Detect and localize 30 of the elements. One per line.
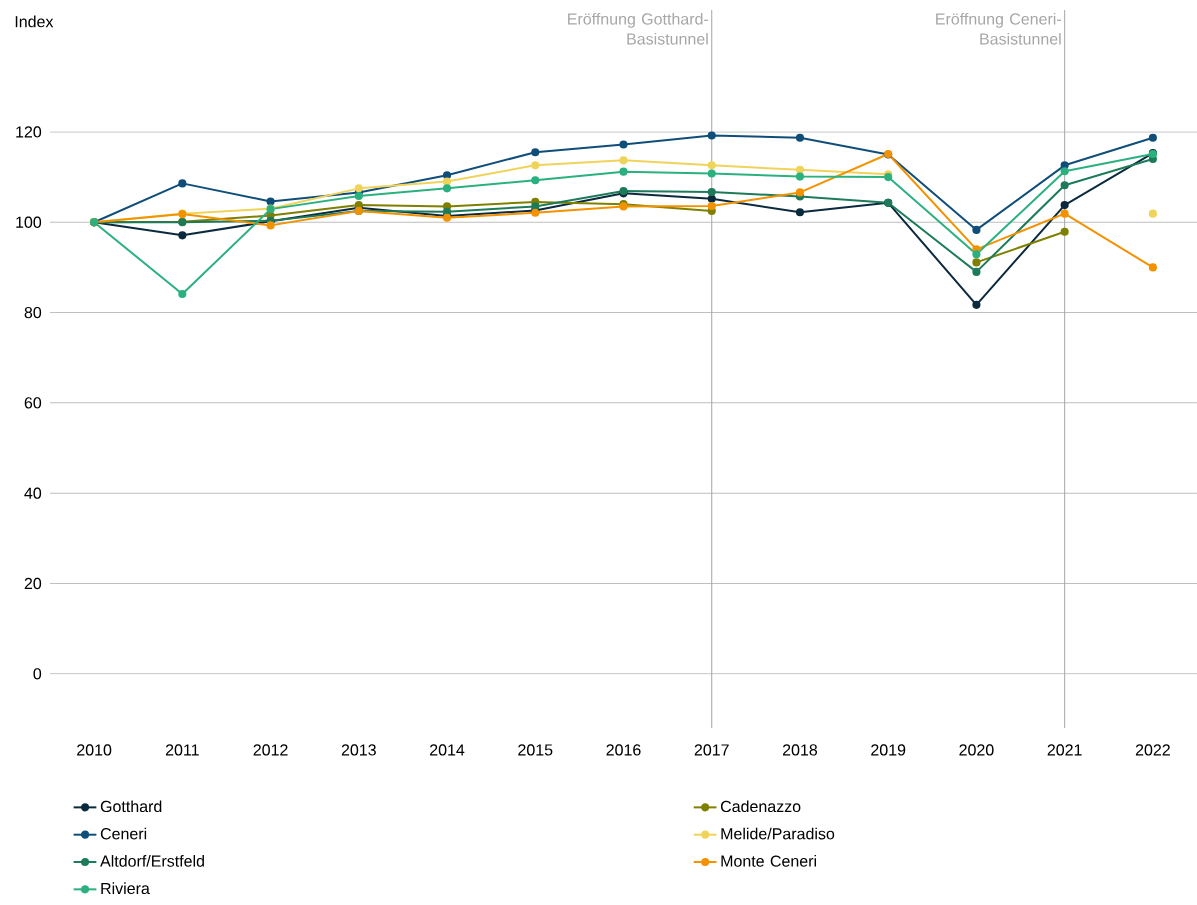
legend-label: Riviera	[101, 882, 150, 895]
x-tick-label: 2011	[165, 744, 199, 756]
x-tick-label: 2015	[518, 744, 553, 756]
x-tick-label: 2016	[606, 744, 641, 756]
legend-label: Cadenazzo	[720, 800, 801, 813]
x-tick-label: 2021	[1047, 744, 1082, 756]
x-tick-label: 2014	[430, 744, 465, 756]
y-tick-label: 100	[16, 216, 42, 228]
ref-line-label: Eröffnung Ceneri-Basistunnel	[936, 12, 1061, 45]
legend-label: Altdorf/Erstfeld	[100, 855, 204, 867]
legend-label: Monte Ceneri	[721, 855, 816, 867]
x-tick-label: 2022	[1135, 744, 1170, 756]
x-tick-label: 2013	[341, 744, 376, 756]
x-tick-label: 2010	[77, 744, 112, 756]
y-tick-label: 20	[24, 577, 42, 590]
x-tick-label: 2020	[959, 744, 994, 756]
y-tick-label: 0	[33, 668, 42, 680]
y-tick-label: 60	[24, 397, 42, 409]
legend-label: Gotthard	[100, 800, 162, 813]
legend-label: Ceneri	[100, 827, 147, 840]
y-axis-title: Index	[15, 15, 54, 28]
x-tick-label: 2017	[694, 744, 729, 756]
y-tick-label: 40	[24, 487, 42, 499]
ref-line-label: Eröffnung Gotthard-Basistunnel	[568, 12, 709, 45]
y-tick-label: 120	[16, 126, 42, 138]
x-tick-label: 2019	[871, 744, 906, 756]
legend-label: Melide/Paradiso	[721, 827, 835, 840]
y-tick-label: 80	[24, 306, 42, 319]
x-tick-label: 2012	[253, 744, 288, 756]
x-tick-label: 2018	[782, 744, 818, 756]
